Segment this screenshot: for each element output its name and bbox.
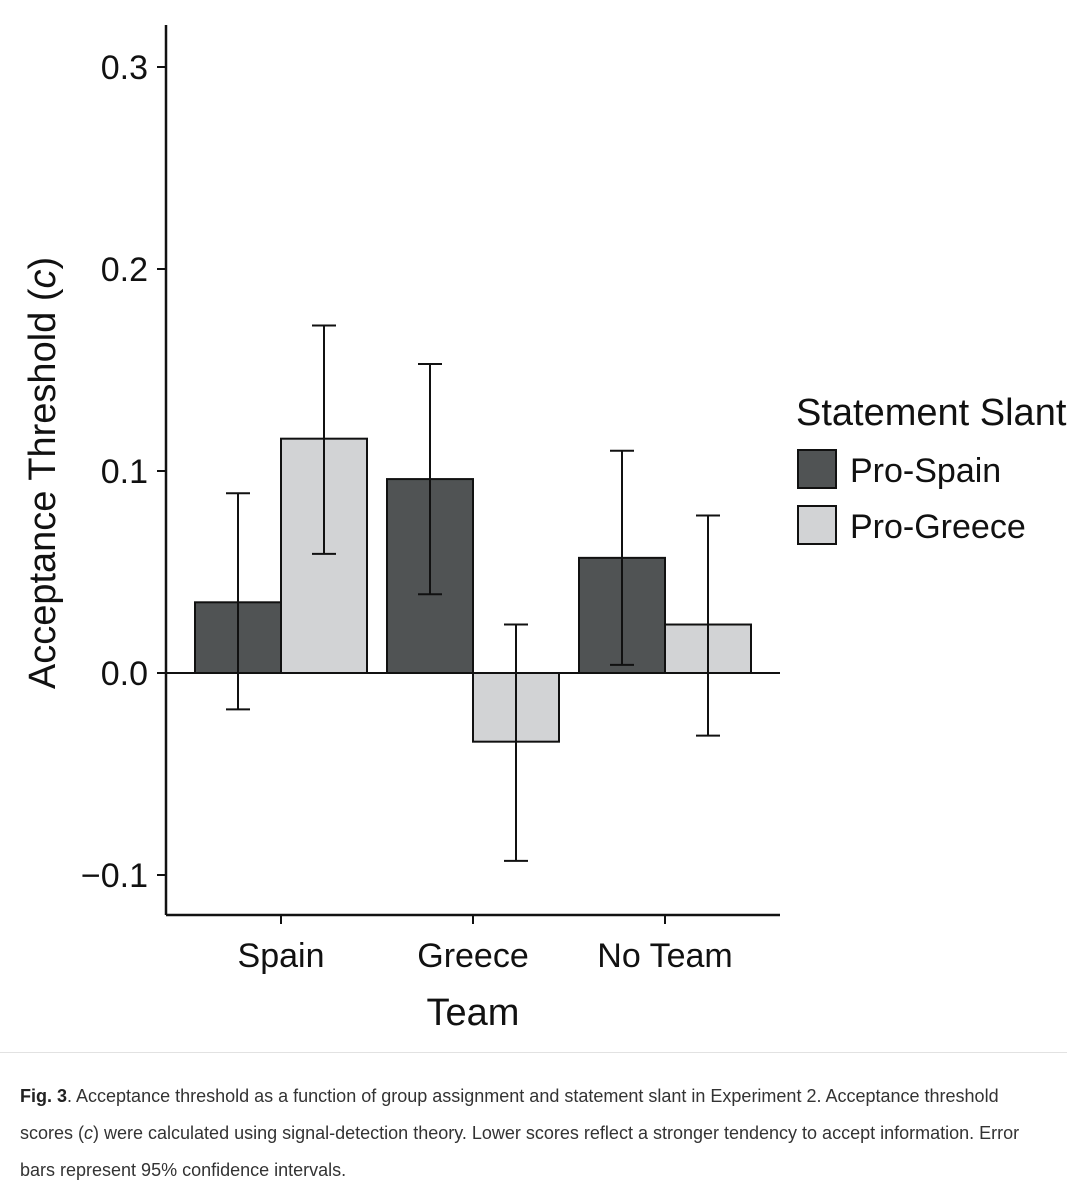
legend-label-pro-greece: Pro-Greece — [850, 508, 1026, 546]
y-axis-title-italic: c — [22, 270, 64, 289]
legend-label-pro-spain: Pro-Spain — [850, 452, 1001, 490]
error-bar-greece-pro-spain — [418, 362, 442, 596]
y-tick-label: 0.3 — [101, 49, 148, 87]
legend-title: Statement Slant — [796, 392, 1067, 434]
caption-italic-c: c — [84, 1123, 94, 1143]
y-tick-label: 0.2 — [101, 251, 148, 289]
y-tick-label: 0.1 — [101, 453, 148, 491]
x-axis-ticks: Spain Greece No Team — [238, 915, 733, 975]
x-tick-label: No Team — [597, 937, 732, 975]
error-bar-spain-pro-spain — [226, 492, 250, 711]
y-axis-title-main: Acceptance Threshold ( — [22, 288, 64, 689]
caption-text-2: ) were calculated using signal-detection… — [20, 1123, 1020, 1180]
error-bar-greece-pro-greece — [504, 623, 528, 862]
caption-text-1: . Acceptance threshold as a function of … — [20, 1086, 999, 1143]
x-axis-title: Team — [427, 992, 520, 1034]
bar-chart: −0.1 0.0 0.1 0.2 0.3 Spain Greece No Team Team… — [22, 25, 1067, 1034]
bars-layer — [194, 437, 752, 743]
legend: Statement Slant Pro-Spain Pro-Greece — [796, 392, 1067, 546]
error-bar-no-team-pro-spain — [610, 449, 634, 666]
error-bar-no-team-pro-greece — [696, 514, 720, 737]
y-tick-label: −0.1 — [81, 857, 148, 895]
y-axis-title: Acceptance Threshold (c) — [22, 257, 64, 689]
legend-swatch-pro-spain — [797, 449, 837, 489]
legend-items: Pro-Spain Pro-Greece — [797, 449, 1026, 546]
y-tick-label: 0.0 — [101, 655, 148, 693]
x-tick-label: Greece — [417, 937, 529, 975]
y-axis-title-end: ) — [22, 257, 64, 270]
x-tick-label: Spain — [238, 937, 325, 975]
figure-caption: Fig. 3. Acceptance threshold as a functi… — [20, 1078, 1050, 1189]
caption-divider — [0, 1052, 1067, 1053]
legend-swatch-pro-greece — [797, 505, 837, 545]
figure-label: Fig. 3 — [20, 1086, 68, 1106]
error-bar-spain-pro-greece — [312, 324, 336, 555]
y-axis-ticks: −0.1 0.0 0.1 0.2 0.3 — [81, 49, 166, 895]
